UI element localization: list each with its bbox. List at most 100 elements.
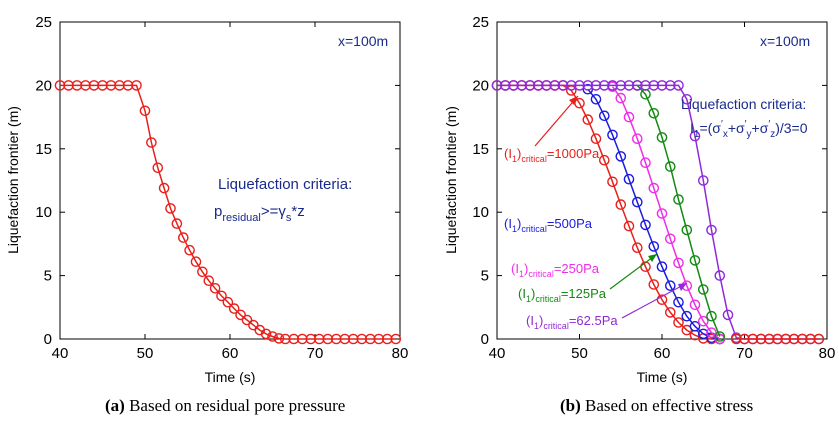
data-point-b-2 (689, 299, 701, 311)
data-point-b-3 (689, 255, 701, 266)
data-point-a-0 (273, 333, 285, 344)
criteria-formula-b: I1=(σ′x+σ′y+σ′z)/3=0 (690, 119, 808, 140)
data-point-b-1 (673, 296, 684, 308)
data-point-b-2 (698, 315, 709, 327)
data-point-b-2 (640, 157, 651, 168)
x-tick-label-b: 40 (489, 345, 506, 362)
data-point-b-2 (673, 257, 684, 269)
y-axis-label-b: Liquefaction frontier (m) (443, 106, 459, 254)
data-point-b-4 (632, 80, 643, 91)
data-point-b-5 (755, 333, 767, 345)
criteria-formula-a: presidual>=γs*z (214, 203, 305, 224)
caption-a-tag: (a) (105, 396, 125, 415)
data-point-a-0 (390, 333, 402, 345)
svg-text:(I1)critical=250Pa: (I1)critical=250Pa (511, 261, 600, 279)
data-point-b-3 (665, 161, 676, 172)
svg-text:(I1)critical=125Pa: (I1)critical=125Pa (518, 286, 607, 304)
data-point-b-0 (590, 133, 602, 144)
data-point-b-4 (640, 80, 651, 91)
y-tick-label-b: 0 (481, 331, 489, 348)
criteria-title-b: Liquefaction criteria: (681, 96, 806, 112)
series-label-125pa: (I1)critical=125Pa (518, 253, 658, 304)
data-point-b-3 (714, 331, 726, 342)
y-tick-label-b: 15 (472, 141, 489, 158)
criteria-title-a: Liquefaction criteria: (218, 176, 352, 193)
x-tick-label-a: 50 (137, 345, 154, 362)
series-line-b-1 (587, 88, 720, 340)
series-line-b-2 (611, 86, 721, 340)
plot-frame-b (496, 21, 828, 340)
y-tick-label-b: 10 (472, 204, 489, 221)
data-point-a-0 (347, 333, 359, 345)
data-point-b-5 (805, 333, 816, 345)
caption-b: (b) Based on effective stress (560, 396, 753, 416)
data-point-a-0 (197, 266, 208, 278)
data-point-a-0 (260, 328, 272, 340)
data-point-b-1 (590, 94, 602, 105)
chart-panel-b: 40 50 60 70 80 0 5 10 15 20 25 Time (s) Liquefacti… (443, 14, 835, 385)
data-point-a-0 (305, 333, 317, 345)
y-tick-label-a: 0 (44, 331, 52, 348)
data-point-a-0 (228, 303, 240, 314)
data-point-b-0 (648, 279, 660, 290)
data-point-b-2 (648, 182, 660, 194)
data-point-b-4 (665, 80, 676, 91)
data-point-a-0 (313, 333, 325, 345)
data-point-b-0 (665, 307, 676, 318)
data-point-a-0 (373, 333, 385, 345)
data-point-b-5 (739, 333, 750, 345)
data-point-b-4 (541, 80, 552, 91)
y-tick-label-a: 15 (35, 141, 52, 158)
data-point-a-0 (248, 319, 259, 331)
data-point-b-5 (764, 333, 775, 345)
y-tick-label-a: 20 (35, 77, 52, 94)
series-label-500pa: (I1)critical=500Pa (504, 216, 593, 234)
data-point-b-2 (706, 327, 717, 339)
data-point-b-1 (665, 280, 676, 292)
data-point-a-0 (381, 333, 393, 345)
x-tick-label-b: 80 (819, 345, 836, 362)
y-tick-label-a: 10 (35, 204, 52, 221)
data-point-b-0 (673, 317, 684, 328)
data-point-b-1 (656, 261, 668, 273)
data-point-a-0 (122, 80, 134, 91)
data-point-a-0 (222, 296, 234, 308)
data-point-b-1 (599, 110, 610, 122)
data-point-b-5 (772, 333, 783, 345)
data-point-a-0 (146, 137, 157, 148)
data-point-b-4 (722, 309, 734, 321)
series-group-a (54, 80, 402, 345)
data-point-b-1 (623, 173, 635, 185)
data-point-b-4 (491, 80, 503, 91)
data-point-b-3 (681, 224, 693, 236)
data-point-b-4 (681, 94, 693, 105)
caption-a-text: Based on residual pore pressure (129, 396, 346, 415)
x-tick-label-b: 60 (654, 345, 671, 362)
data-point-b-0 (599, 154, 610, 166)
caption-b-tag: (b) (560, 396, 581, 415)
data-point-b-4 (549, 80, 561, 91)
data-point-a-0 (165, 203, 176, 214)
data-point-a-0 (177, 232, 189, 243)
data-point-b-4 (557, 80, 569, 91)
data-point-b-1 (648, 241, 660, 252)
data-point-b-0 (582, 114, 594, 125)
data-point-b-4 (524, 80, 536, 91)
data-point-a-0 (190, 256, 202, 268)
data-point-a-0 (139, 105, 151, 117)
series-group-b (491, 80, 825, 345)
y-tick-label-a: 25 (35, 14, 52, 31)
data-point-a-0 (296, 333, 308, 345)
series-line-b-3 (636, 84, 721, 337)
data-point-a-0 (364, 333, 376, 345)
x-tick-label-a: 40 (52, 345, 69, 362)
y-axis-label-a: Liquefaction frontier (m) (5, 106, 21, 254)
data-point-b-4 (623, 80, 635, 91)
axis-ticks-b: 40 50 60 70 80 0 5 10 15 20 25 (472, 14, 835, 362)
data-point-a-0 (184, 244, 195, 256)
data-point-a-0 (152, 162, 164, 174)
data-point-b-4 (574, 80, 585, 91)
chart-panel-a: 40 50 60 70 80 0 5 10 15 20 25 Time (s) Liquefacti… (5, 14, 408, 385)
